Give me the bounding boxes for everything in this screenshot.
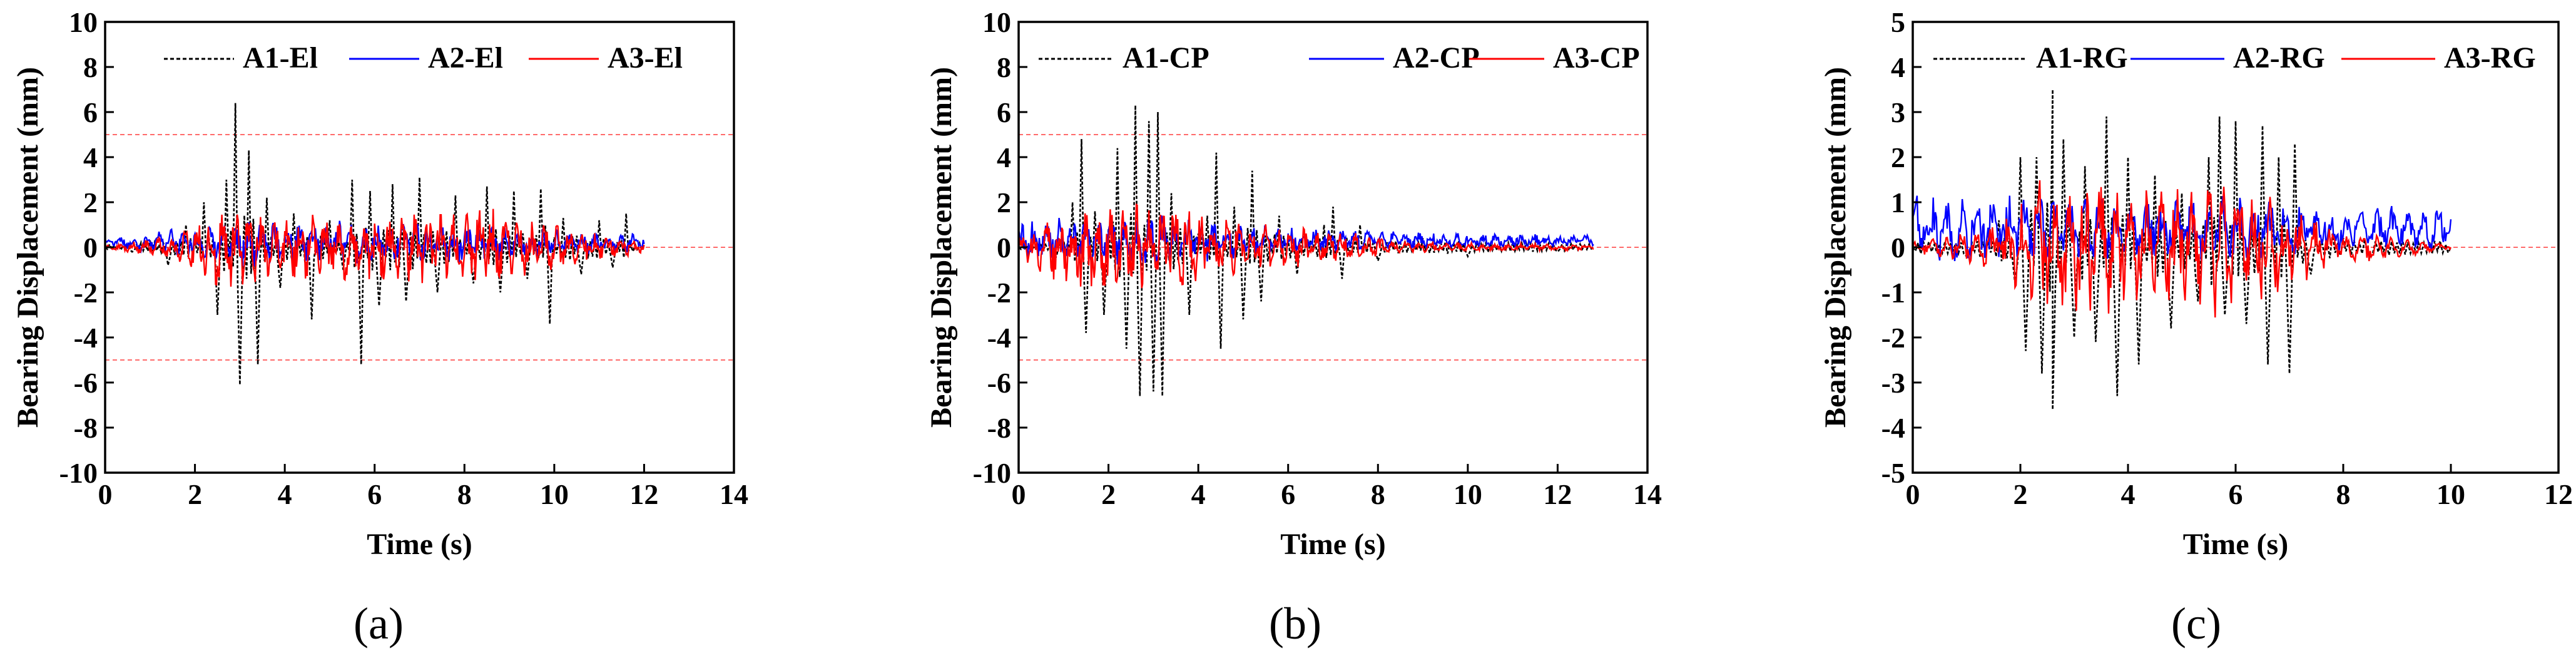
legend-label-A1-CP: A1-CP bbox=[1123, 41, 1209, 75]
y-tick-label: -8 bbox=[987, 412, 1011, 444]
legend-label-A2-El: A2-El bbox=[428, 41, 503, 75]
y-tick-label: -1 bbox=[1881, 277, 1905, 309]
y-tick-label: -10 bbox=[59, 457, 98, 489]
y-tick-label: 1 bbox=[1891, 187, 1905, 218]
y-tick-label: 2 bbox=[83, 187, 98, 218]
x-tick-label: 8 bbox=[1371, 478, 1385, 510]
x-tick-label: 12 bbox=[2544, 478, 2573, 510]
y-tick-label: -2 bbox=[74, 277, 98, 309]
y-tick-label: -10 bbox=[973, 457, 1011, 489]
x-tick-label: 12 bbox=[1543, 478, 1572, 510]
x-tick-label: 12 bbox=[629, 478, 658, 510]
y-tick-label: 6 bbox=[997, 96, 1011, 128]
y-tick-label: 10 bbox=[982, 6, 1011, 38]
panel-label: (a) bbox=[354, 599, 404, 649]
y-tick-label: 0 bbox=[997, 232, 1011, 264]
x-axis-title: Time (s) bbox=[1280, 528, 1385, 561]
y-tick-label: 10 bbox=[69, 6, 98, 38]
x-tick-label: 10 bbox=[1453, 478, 1482, 510]
series-line-A3-RG bbox=[1913, 180, 2452, 318]
x-tick-label: 4 bbox=[2121, 478, 2136, 510]
y-tick-label: 4 bbox=[997, 141, 1011, 173]
y-tick-label: -4 bbox=[74, 322, 98, 354]
y-tick-label: -6 bbox=[74, 367, 98, 399]
y-tick-label: -3 bbox=[1881, 367, 1905, 399]
x-tick-label: 14 bbox=[1633, 478, 1662, 510]
legend-label-A1-RG: A1-RG bbox=[2036, 41, 2128, 75]
x-tick-label: 10 bbox=[2436, 478, 2465, 510]
chart-panel-1: 0 2 4 6 8 10 12 14 -10 -8 -6 -4 -2 0 2 4 6 8 10 Time (s) Bea… bbox=[11, 6, 748, 649]
x-axis-title: Time (s) bbox=[2183, 528, 2288, 561]
x-tick-label: 6 bbox=[367, 478, 382, 510]
y-axis-title: Bearing Displacement (mm) bbox=[11, 67, 44, 428]
y-tick-label: 8 bbox=[83, 51, 98, 83]
y-tick-label: 0 bbox=[83, 232, 98, 264]
y-axis-title: Bearing Displacement (mm) bbox=[1819, 67, 1852, 428]
y-tick-label: -6 bbox=[987, 367, 1011, 399]
x-tick-label: 14 bbox=[720, 478, 748, 510]
x-tick-label: 4 bbox=[278, 478, 292, 510]
legend-label-A2-RG: A2-RG bbox=[2233, 41, 2325, 75]
y-tick-label: 2 bbox=[997, 187, 1011, 218]
x-tick-label: 10 bbox=[540, 478, 569, 510]
series-line-A3-El bbox=[105, 208, 645, 287]
y-tick-label: -4 bbox=[1881, 412, 1905, 444]
series-line-A2-RG bbox=[1913, 195, 2452, 262]
legend-label-A2-CP: A2-CP bbox=[1393, 41, 1480, 75]
legend-label-A3-RG: A3-RG bbox=[2444, 41, 2536, 75]
x-tick-label: 0 bbox=[1012, 478, 1026, 510]
chart-panel-2: 0 2 4 6 8 10 12 14 -10 -8 -6 -4 -2 0 2 4 6 8 10 Time (s) Bea… bbox=[925, 6, 1662, 649]
x-axis-title: Time (s) bbox=[367, 528, 472, 561]
x-tick-label: 0 bbox=[1906, 478, 1920, 510]
x-tick-label: 6 bbox=[1281, 478, 1295, 510]
y-tick-label: 2 bbox=[1891, 141, 1905, 173]
y-tick-label: -5 bbox=[1881, 457, 1905, 489]
panel-label: (c) bbox=[2171, 599, 2221, 649]
x-tick-label: 6 bbox=[2229, 478, 2243, 510]
y-tick-label: 0 bbox=[1891, 232, 1905, 264]
x-tick-label: 4 bbox=[1191, 478, 1206, 510]
y-tick-label: 8 bbox=[997, 51, 1011, 83]
x-tick-label: 8 bbox=[2336, 478, 2351, 510]
y-tick-label: 6 bbox=[83, 96, 98, 128]
y-tick-label: 4 bbox=[1891, 51, 1905, 83]
legend-label-A3-El: A3-El bbox=[608, 41, 683, 75]
y-tick-label: -2 bbox=[987, 277, 1011, 309]
x-tick-label: 2 bbox=[2013, 478, 2028, 510]
y-axis-title: Bearing Displacement (mm) bbox=[925, 67, 958, 428]
x-tick-label: 0 bbox=[98, 478, 113, 510]
x-tick-label: 2 bbox=[188, 478, 202, 510]
panel-label: (b) bbox=[1269, 599, 1321, 649]
x-tick-label: 2 bbox=[1101, 478, 1116, 510]
series-line-A3-CP bbox=[1019, 203, 1594, 289]
x-tick-label: 8 bbox=[457, 478, 472, 510]
legend-label-A1-El: A1-El bbox=[243, 41, 318, 75]
y-tick-label: -4 bbox=[987, 322, 1011, 354]
y-tick-label: 5 bbox=[1891, 6, 1905, 38]
y-tick-label: 3 bbox=[1891, 96, 1905, 128]
y-tick-label: -8 bbox=[74, 412, 98, 444]
legend-label-A3-CP: A3-CP bbox=[1553, 41, 1640, 75]
y-tick-label: -2 bbox=[1881, 322, 1905, 354]
y-tick-label: 4 bbox=[83, 141, 98, 173]
